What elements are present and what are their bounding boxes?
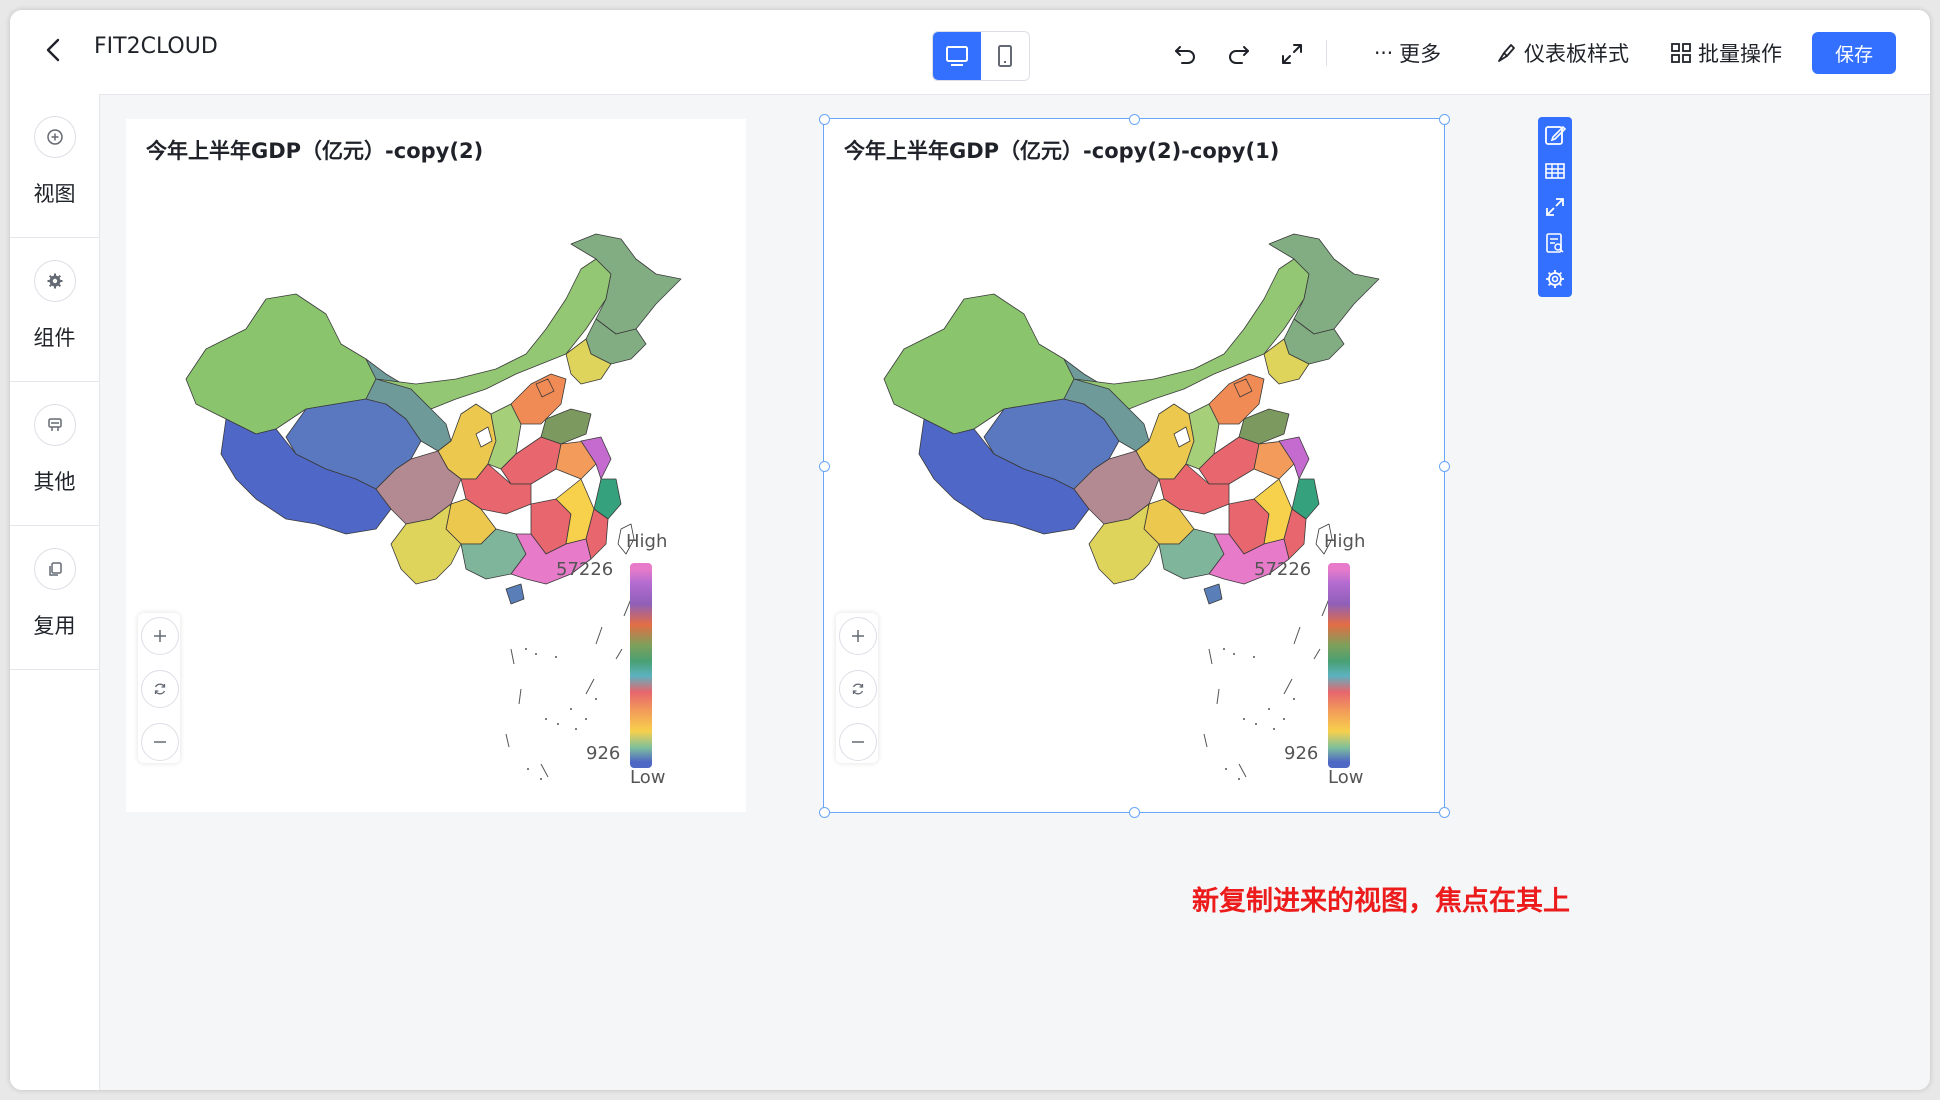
resize-handle-top[interactable]	[1129, 114, 1140, 125]
dashboard-style-button[interactable]: 仪表板样式	[1494, 36, 1629, 70]
grid-icon	[1671, 43, 1691, 63]
plus-icon	[154, 630, 166, 642]
top-header: FIT2CLOUD	[10, 10, 1930, 95]
view-mode-toggle	[932, 31, 1030, 81]
mobile-view-button[interactable]	[981, 32, 1029, 80]
undo-icon[interactable]	[1170, 38, 1202, 70]
sidebar-item-reuse[interactable]: 复用	[10, 526, 99, 670]
legend-gradient-bar[interactable]	[1328, 563, 1350, 768]
phone-icon	[998, 45, 1012, 67]
refresh-icon	[154, 683, 166, 695]
pc-view-button[interactable]	[933, 32, 981, 80]
reset-zoom-button[interactable]	[141, 670, 179, 708]
sidebar-item-view[interactable]: 视图	[10, 94, 99, 238]
resize-handle-top-right[interactable]	[1439, 114, 1450, 125]
batch-operation-button[interactable]: 批量操作	[1670, 36, 1782, 70]
expand-icon[interactable]	[1276, 38, 1308, 70]
legend-min-value: 926	[1284, 743, 1319, 764]
component-sidebar: 视图 组件 其他	[10, 94, 100, 1090]
zoom-out-button[interactable]	[839, 723, 877, 761]
legend-low-label: Low	[630, 767, 666, 788]
redo-icon[interactable]	[1222, 38, 1254, 70]
gear-icon	[47, 273, 63, 289]
resize-handle-left[interactable]	[819, 461, 830, 472]
resize-handle-right[interactable]	[1439, 461, 1450, 472]
layers-icon	[48, 418, 62, 431]
color-legend: High 57226 926 Low	[1244, 519, 1366, 799]
chart-title: 今年上半年GDP（亿元）-copy(2)-copy(1)	[844, 139, 1280, 163]
sidebar-item-label: 组件	[33, 326, 76, 350]
sidebar-item-label: 其他	[33, 470, 76, 494]
settings-icon[interactable]	[1543, 267, 1567, 291]
dashboard-canvas: 今年上半年GDP（亿元）-copy(2) High 57226 926 Low	[100, 95, 1930, 1090]
grid-icon[interactable]	[1543, 159, 1567, 183]
legend-min-value: 926	[586, 743, 621, 764]
legend-max-value: 57226	[556, 559, 614, 580]
zoom-in-button[interactable]	[839, 617, 877, 655]
legend-gradient-bar[interactable]	[630, 563, 652, 768]
back-button[interactable]	[36, 32, 72, 68]
zoom-in-button[interactable]	[141, 617, 179, 655]
resize-handle-bottom-right[interactable]	[1439, 807, 1450, 818]
app-title: FIT2CLOUD	[94, 34, 218, 59]
expand-icon[interactable]	[1543, 195, 1567, 219]
header-divider	[1326, 40, 1327, 66]
resize-handle-bottom[interactable]	[1129, 807, 1140, 818]
ellipsis-icon: ···	[1374, 41, 1394, 65]
monitor-icon	[946, 46, 968, 66]
map-chart-card-copy[interactable]: 今年上半年GDP（亿元）-copy(2)-copy(1) High 57226 …	[823, 118, 1445, 813]
minus-icon	[154, 741, 166, 743]
save-button[interactable]: 保存	[1812, 32, 1896, 74]
plus-circle-icon	[47, 129, 63, 145]
resize-handle-bottom-left[interactable]	[819, 807, 830, 818]
map-zoom-controls	[836, 613, 878, 763]
legend-high-label: High	[626, 531, 668, 552]
map-zoom-controls	[138, 613, 180, 763]
refresh-icon	[852, 683, 864, 695]
sidebar-item-label: 复用	[33, 614, 76, 638]
chevron-left-icon	[46, 38, 60, 62]
zoom-out-button[interactable]	[141, 723, 179, 761]
detail-icon[interactable]	[1543, 231, 1567, 255]
app-window: FIT2CLOUD	[10, 10, 1930, 1090]
edit-icon[interactable]	[1543, 123, 1567, 147]
more-button[interactable]: ··· 更多	[1374, 41, 1442, 66]
chart-title: 今年上半年GDP（亿元）-copy(2)	[146, 139, 484, 163]
annotation-note: 新复制进来的视图，焦点在其上	[1192, 886, 1570, 917]
resize-handle-top-left[interactable]	[819, 114, 830, 125]
legend-max-value: 57226	[1254, 559, 1312, 580]
plus-icon	[852, 630, 864, 642]
brush-icon	[1498, 44, 1515, 62]
copy-icon	[49, 562, 62, 576]
color-legend: High 57226 926 Low	[546, 519, 668, 799]
minus-icon	[852, 741, 864, 743]
reset-zoom-button[interactable]	[839, 670, 877, 708]
sidebar-item-label: 视图	[33, 182, 76, 206]
map-chart-card[interactable]: 今年上半年GDP（亿元）-copy(2) High 57226 926 Low	[126, 119, 746, 812]
chart-action-toolbar	[1538, 117, 1572, 297]
sidebar-item-component[interactable]: 组件	[10, 238, 99, 382]
legend-low-label: Low	[1328, 767, 1364, 788]
legend-high-label: High	[1324, 531, 1366, 552]
sidebar-item-other[interactable]: 其他	[10, 382, 99, 526]
